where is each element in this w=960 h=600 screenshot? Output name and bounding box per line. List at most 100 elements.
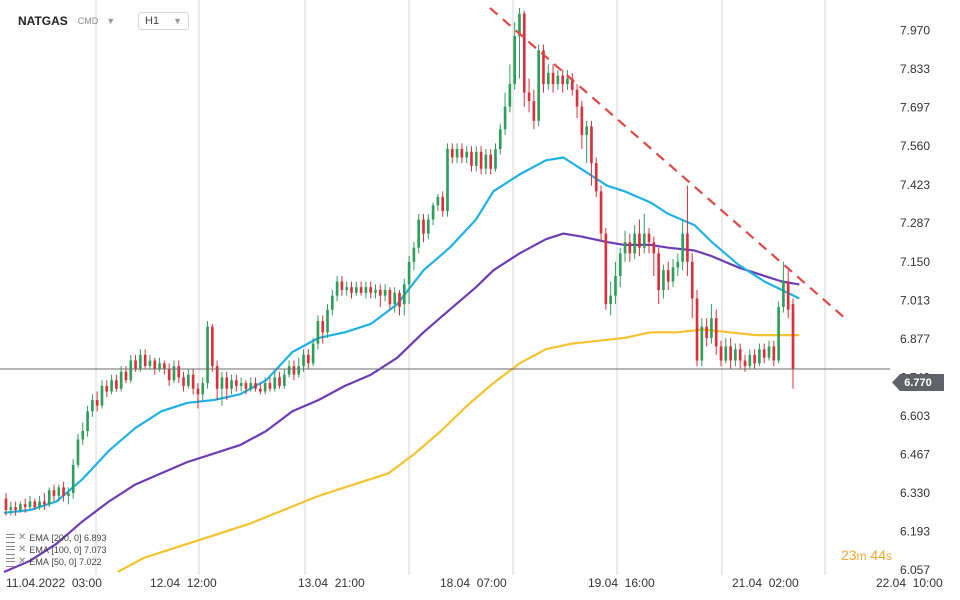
candle xyxy=(143,349,147,369)
candle-body xyxy=(350,287,353,293)
candle-body xyxy=(494,149,497,169)
candle-body xyxy=(666,270,670,282)
time-axis[interactable]: 11.04.2022 03:00 12.04 12:00 13.04 21:00 18… xyxy=(6,576,943,590)
candle-body xyxy=(311,343,315,364)
candle-body xyxy=(254,383,257,389)
candle-body xyxy=(772,346,776,361)
candle-body xyxy=(398,292,401,307)
candle-body xyxy=(225,377,229,389)
candle-body xyxy=(14,507,17,510)
candle xyxy=(4,493,8,516)
candle-body xyxy=(235,380,238,386)
close-icon[interactable]: ✕ xyxy=(18,544,27,555)
candle xyxy=(215,360,219,400)
close-icon[interactable]: ✕ xyxy=(18,556,27,567)
candle xyxy=(498,123,502,155)
candle xyxy=(484,149,488,175)
candle-body xyxy=(283,374,286,386)
candle-body xyxy=(19,504,22,510)
candle-body xyxy=(230,380,233,389)
indicator-params: [200, 0] xyxy=(51,533,82,543)
candle-body xyxy=(244,383,248,389)
candle-body xyxy=(4,498,8,510)
candle xyxy=(153,357,157,375)
candle-body xyxy=(91,399,94,412)
candle xyxy=(158,357,161,372)
candle-body xyxy=(383,290,387,296)
candle xyxy=(575,84,579,118)
indicator-row[interactable]: ✕ EMA [50, 0] 7.022 xyxy=(6,556,107,568)
candle xyxy=(513,22,516,90)
candle xyxy=(100,380,104,409)
candle-body xyxy=(714,318,718,347)
candle xyxy=(537,44,540,127)
candle xyxy=(206,321,209,389)
time-tick-label: 19.04 16:00 xyxy=(588,576,655,590)
candle xyxy=(148,354,152,369)
candle xyxy=(302,349,305,372)
candle-body xyxy=(187,374,190,386)
candle-body xyxy=(575,89,579,107)
candle-body xyxy=(402,284,406,305)
indicator-params: [100, 0] xyxy=(51,545,82,555)
candle-body xyxy=(292,366,296,375)
candle xyxy=(518,8,521,79)
candle-body xyxy=(594,163,598,192)
indicator-params: [50, 0] xyxy=(51,557,77,567)
price-tick-label: 6.467 xyxy=(900,447,930,461)
candle xyxy=(700,318,704,367)
candle-body xyxy=(465,151,469,158)
candle xyxy=(52,484,56,502)
candle xyxy=(326,304,329,338)
candle-body xyxy=(479,151,483,169)
candle xyxy=(762,343,766,364)
candle-body xyxy=(143,354,147,367)
candle xyxy=(350,281,353,299)
candle-body xyxy=(76,439,80,465)
symbol-selector[interactable]: NATGAS CMD ▼ xyxy=(18,14,115,28)
candle xyxy=(527,78,531,113)
indicator-row[interactable]: ✕ EMA [100, 0] 7.073 xyxy=(6,544,107,556)
candle-body xyxy=(426,219,430,234)
candle xyxy=(522,10,526,107)
indicator-row[interactable]: ✕ EMA [200, 0] 6.893 xyxy=(6,532,107,544)
candle-body xyxy=(470,151,473,166)
candle xyxy=(191,368,195,395)
close-icon[interactable]: ✕ xyxy=(18,532,27,543)
candle xyxy=(628,233,632,262)
candle xyxy=(297,357,301,378)
timer-seconds: 44 xyxy=(870,547,886,563)
candle xyxy=(436,194,440,212)
time-tick-label: 12.04 12:00 xyxy=(150,576,217,590)
candle xyxy=(594,157,598,197)
settings-lines-icon[interactable] xyxy=(6,545,15,555)
candle xyxy=(278,371,281,389)
price-tick-label: 6.193 xyxy=(900,525,930,539)
settings-lines-icon[interactable] xyxy=(6,557,15,567)
candle xyxy=(782,261,785,313)
candle xyxy=(710,304,713,344)
candle-body xyxy=(302,354,305,367)
candle-body xyxy=(340,281,344,290)
timeframe-selector[interactable]: H1 ▼ xyxy=(138,12,189,30)
indicator-legend: ✕ EMA [200, 0] 6.893 ✕ EMA [100, 0] 7.07… xyxy=(6,532,107,568)
candle xyxy=(676,253,680,276)
time-tick-label: 18.04 07:00 xyxy=(440,576,507,590)
candle xyxy=(465,146,469,164)
candle-body xyxy=(201,383,205,395)
candle-body xyxy=(268,383,272,389)
candle xyxy=(551,64,555,93)
candle xyxy=(657,247,660,305)
candle-body xyxy=(618,253,622,276)
candle xyxy=(91,394,94,417)
candle-body xyxy=(522,13,526,93)
settings-lines-icon[interactable] xyxy=(6,533,15,543)
candle xyxy=(196,383,200,409)
candle xyxy=(76,433,80,468)
candle-body xyxy=(599,191,603,234)
candle-body xyxy=(700,326,704,361)
price-axis[interactable]: 7.970 7.833 7.697 7.560 7.423 7.287 7.150 7.013… xyxy=(900,24,930,577)
candle xyxy=(734,343,737,367)
candle-body xyxy=(546,72,550,85)
